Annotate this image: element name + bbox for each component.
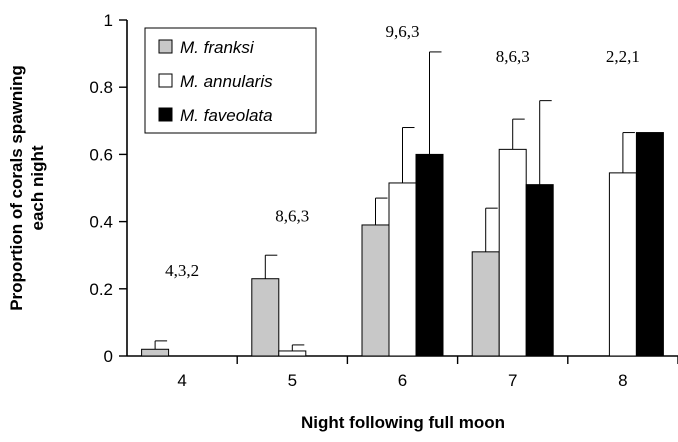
bar (278, 350, 307, 357)
y-tick-label: 0.4 (89, 213, 113, 232)
legend-label: M. annularis (180, 72, 273, 91)
y-ticks: 0 0.2 0.4 0.6 0.8 1 (89, 11, 127, 366)
y-axis-title-line-2: each night (28, 145, 47, 230)
y-tick-label: 0.8 (89, 78, 113, 97)
annotations: 4,3,2 8,6,3 9,6,3 8,6,3 2,2,1 (165, 22, 640, 280)
y-tick-label: 0.2 (89, 280, 113, 299)
legend-box (144, 27, 317, 134)
legend-label: M. franksi (180, 38, 255, 57)
y-tick-label: 0.6 (89, 145, 113, 164)
sample-size-annotation: 8,6,3 (275, 207, 309, 226)
bar (608, 172, 637, 357)
bar (415, 153, 444, 357)
legend: M. franksi M. annularis M. faveolata (144, 27, 317, 134)
bar (525, 184, 554, 357)
sample-size-annotation: 8,6,3 (496, 47, 530, 66)
y-tick-label: 0 (104, 347, 113, 366)
bar (251, 278, 280, 357)
bar (388, 182, 417, 357)
x-tick-label: 6 (398, 371, 407, 390)
sample-size-annotation: 4,3,2 (165, 261, 199, 280)
bar (498, 148, 527, 357)
x-tick-label: 5 (288, 371, 297, 390)
bar (471, 251, 500, 357)
bar (141, 348, 170, 357)
bar (635, 132, 664, 357)
legend-label: M. faveolata (180, 106, 273, 125)
bar (361, 224, 390, 357)
legend-swatch (158, 73, 173, 88)
x-tick-label: 4 (177, 371, 186, 390)
x-ticks: 4 5 6 7 8 (177, 356, 678, 390)
x-tick-label: 8 (618, 371, 627, 390)
sample-size-annotation: 2,2,1 (606, 47, 640, 66)
x-axis-title: Night following full moon (301, 413, 505, 432)
y-tick-label: 1 (104, 11, 113, 30)
y-axis-title-line-1: Proportion of corals spawning (7, 65, 26, 311)
bars (141, 51, 664, 357)
legend-swatch (158, 107, 173, 122)
legend-swatch (158, 39, 173, 54)
x-tick-label: 7 (508, 371, 517, 390)
sample-size-annotation: 9,6,3 (386, 22, 420, 41)
